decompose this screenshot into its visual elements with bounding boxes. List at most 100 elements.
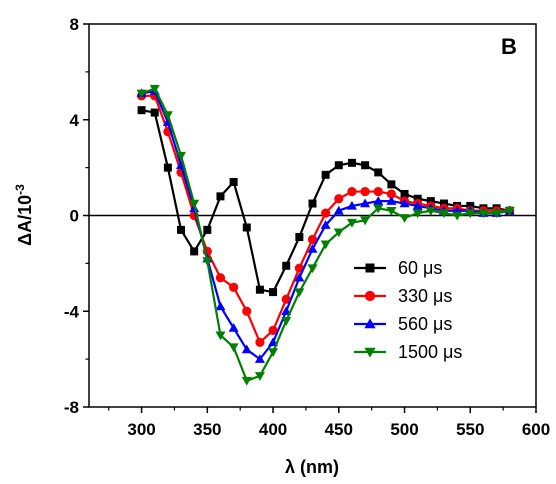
data-point	[438, 209, 449, 219]
legend-label: 330 μs	[398, 286, 452, 306]
data-point	[190, 247, 199, 256]
data-point	[307, 264, 318, 274]
legend-marker	[365, 263, 375, 273]
data-point	[282, 261, 291, 270]
data-point	[254, 372, 265, 381]
data-point	[399, 214, 410, 223]
data-point	[346, 218, 357, 228]
data-point	[176, 151, 187, 161]
y-axis-title-main: ΔA/10	[15, 195, 35, 246]
data-point	[399, 198, 410, 208]
data-point	[281, 294, 291, 304]
data-point	[361, 161, 370, 170]
legend-label: 560 μs	[398, 314, 452, 334]
x-axis-title: λ (nm)	[285, 457, 339, 477]
data-point	[321, 170, 330, 179]
data-point	[360, 186, 370, 197]
series-3	[136, 84, 515, 386]
data-point	[452, 211, 463, 221]
data-point	[373, 196, 384, 205]
legend-label: 60 μs	[398, 258, 442, 278]
data-point	[228, 343, 239, 353]
data-point	[478, 209, 489, 219]
legend-item: 1500 μs	[354, 342, 462, 362]
y-tick-label: 8	[70, 15, 79, 34]
data-point	[400, 189, 409, 198]
data-point	[334, 161, 343, 170]
data-point	[360, 198, 371, 208]
data-point	[215, 273, 226, 283]
y-axis-title: ΔA/10-3	[13, 184, 35, 246]
legend-marker	[364, 290, 376, 302]
legend-item: 60 μs	[354, 258, 442, 278]
data-point	[386, 196, 397, 205]
data-point	[149, 84, 160, 94]
data-point	[228, 323, 239, 332]
data-point	[281, 317, 292, 326]
data-point	[150, 108, 159, 117]
x-tick-label: 350	[193, 420, 221, 439]
data-point	[229, 177, 238, 186]
data-point	[203, 225, 212, 234]
data-point	[333, 205, 344, 215]
data-point	[163, 163, 172, 172]
data-point	[241, 376, 252, 386]
y-axis-title-exponent: -3	[13, 184, 27, 195]
data-point	[347, 158, 356, 167]
x-tick-label: 300	[127, 420, 155, 439]
data-point	[241, 344, 252, 354]
data-point	[268, 325, 278, 335]
data-point	[242, 223, 251, 232]
data-point	[426, 197, 435, 206]
data-point	[387, 180, 396, 189]
data-point	[294, 272, 305, 282]
data-point	[136, 89, 147, 99]
x-tick-label: 450	[325, 420, 353, 439]
data-point	[321, 208, 331, 218]
data-point	[202, 257, 213, 266]
legend-label: 1500 μs	[398, 342, 462, 362]
data-point	[439, 199, 448, 208]
y-tick-label: -8	[64, 398, 79, 417]
data-point	[346, 200, 357, 210]
x-tick-label: 600	[522, 420, 550, 439]
data-point	[307, 244, 318, 253]
data-point	[386, 189, 396, 199]
data-point	[255, 337, 265, 347]
data-point	[229, 282, 239, 292]
series-2	[136, 86, 515, 363]
x-tick-label: 500	[390, 420, 418, 439]
data-point	[413, 194, 422, 203]
data-point	[347, 186, 357, 197]
legend: 60 μs 330 μs 560 μs 1500 μs	[354, 258, 462, 362]
data-point	[308, 199, 317, 208]
series-line	[141, 87, 510, 382]
data-point	[373, 186, 383, 197]
data-point	[294, 288, 305, 298]
y-tick-label: 0	[70, 207, 79, 226]
data-point	[334, 194, 344, 204]
data-point	[425, 206, 436, 216]
data-point	[504, 206, 515, 216]
data-point	[465, 209, 476, 219]
data-point	[177, 225, 186, 234]
data-point	[254, 354, 265, 363]
data-point	[137, 106, 146, 115]
data-point	[307, 234, 318, 245]
data-point	[374, 168, 383, 177]
panel-label: B	[501, 34, 517, 59]
data-point	[295, 233, 304, 242]
legend-marker	[364, 318, 376, 329]
y-tick-label: 4	[70, 111, 80, 130]
data-point	[412, 200, 423, 210]
y-tick-label: -4	[64, 302, 80, 321]
data-point	[215, 331, 226, 341]
data-point	[360, 216, 371, 226]
data-point	[491, 209, 502, 219]
legend-item: 560 μs	[354, 314, 452, 334]
data-point	[269, 288, 278, 297]
x-tick-label: 550	[456, 420, 484, 439]
data-point	[242, 306, 252, 316]
data-point	[373, 204, 384, 214]
